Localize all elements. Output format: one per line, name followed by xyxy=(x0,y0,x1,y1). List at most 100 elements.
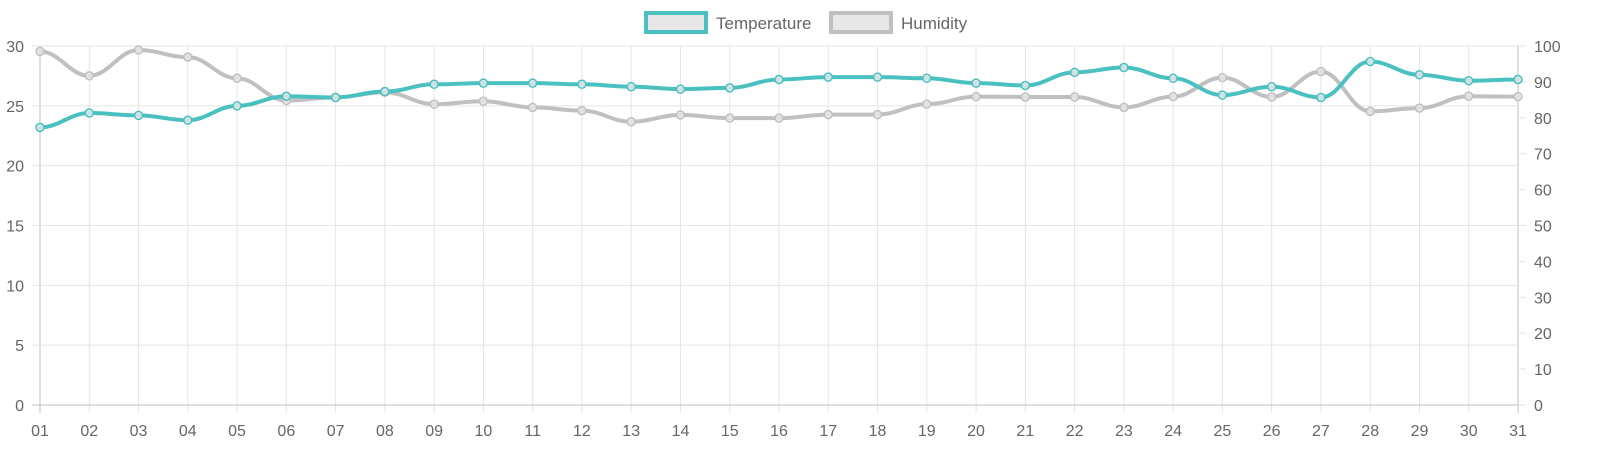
y-right-tick-label: 50 xyxy=(1534,219,1552,236)
x-tick-label: 26 xyxy=(1263,423,1281,440)
x-tick-label: 04 xyxy=(179,423,197,440)
temperature-point[interactable] xyxy=(1266,81,1277,92)
humidity-point[interactable] xyxy=(232,73,242,84)
temperature-point[interactable] xyxy=(1020,80,1031,91)
y-left-tick-label: 20 xyxy=(6,159,24,176)
humidity-point[interactable] xyxy=(1217,72,1228,83)
temperature-point[interactable] xyxy=(133,110,144,121)
humidity-point[interactable] xyxy=(971,91,981,102)
temperature-point[interactable] xyxy=(724,83,735,93)
y-right-tick-label: 20 xyxy=(1534,326,1552,343)
y-right-tick-label: 60 xyxy=(1534,183,1552,200)
temperature-point[interactable] xyxy=(330,92,341,103)
x-tick-label: 02 xyxy=(80,423,98,440)
humidity-point[interactable] xyxy=(1414,103,1425,113)
humidity-point[interactable] xyxy=(1266,92,1277,102)
x-tick-label: 21 xyxy=(1016,423,1034,440)
temperature-point[interactable] xyxy=(1217,90,1228,100)
humidity-point[interactable] xyxy=(133,45,144,55)
y-left-tick-label: 10 xyxy=(6,278,24,295)
temperature-point[interactable] xyxy=(1119,62,1129,73)
humidity-point[interactable] xyxy=(478,96,489,107)
humidity-point[interactable] xyxy=(922,99,932,109)
y-left-tick-label: 0 xyxy=(15,398,24,415)
y-left-tick-label: 30 xyxy=(6,39,24,56)
axes: 01 02 03 04 05 06 07 08 09 10 11 12 13 14 15 16 17 18 19 20… xyxy=(6,39,1561,440)
temperature-point[interactable] xyxy=(281,91,292,102)
temperature-point[interactable] xyxy=(1365,56,1375,67)
humidity-point[interactable] xyxy=(823,109,834,120)
x-tick-label: 18 xyxy=(869,423,887,440)
x-tick-label: 13 xyxy=(622,423,640,440)
humidity-point[interactable] xyxy=(774,113,784,123)
humidity-point[interactable] xyxy=(1463,91,1474,102)
y-right-tick-label: 0 xyxy=(1534,398,1543,415)
temperature-point[interactable] xyxy=(380,86,390,97)
x-tick-label: 06 xyxy=(277,423,295,440)
x-tick-label: 16 xyxy=(770,423,788,440)
y-left-tick-label: 25 xyxy=(6,99,24,116)
temperature-point[interactable] xyxy=(1069,67,1080,78)
temperature-point[interactable] xyxy=(626,81,636,92)
humidity-point[interactable] xyxy=(1119,102,1129,113)
y-left-tick-label: 5 xyxy=(15,338,24,355)
temperature-point[interactable] xyxy=(675,84,686,94)
humidity-point[interactable] xyxy=(577,105,587,116)
temperature-point[interactable] xyxy=(971,78,981,88)
humidity-point[interactable] xyxy=(626,116,636,127)
temperature-point[interactable] xyxy=(1513,74,1523,85)
x-tick-label: 27 xyxy=(1312,423,1330,440)
humidity-point[interactable] xyxy=(1316,66,1326,77)
humidity-point[interactable] xyxy=(1020,92,1031,102)
temperature-point[interactable] xyxy=(35,122,45,133)
humidity-point[interactable] xyxy=(1168,91,1178,102)
x-tick-label: 30 xyxy=(1460,423,1478,440)
temperature-point[interactable] xyxy=(577,79,587,90)
series xyxy=(35,45,1523,133)
x-tick-label: 05 xyxy=(228,423,246,440)
temperature-point[interactable] xyxy=(429,79,439,90)
x-tick-label: 03 xyxy=(130,423,148,440)
humidity-point[interactable] xyxy=(724,113,735,123)
legend-item-temperature[interactable]: Temperature xyxy=(644,11,811,34)
x-tick-label: 25 xyxy=(1214,423,1232,440)
humidity-point[interactable] xyxy=(675,110,686,120)
x-tick-label: 12 xyxy=(573,423,591,440)
temperature-point[interactable] xyxy=(823,72,834,82)
x-tick-label: 07 xyxy=(327,423,345,440)
legend-swatch-temperature xyxy=(644,11,708,34)
temperature-point[interactable] xyxy=(1463,75,1474,86)
temperature-point[interactable] xyxy=(478,78,489,88)
x-tick-label: 22 xyxy=(1066,423,1084,440)
humidity-point[interactable] xyxy=(1069,92,1080,102)
humidity-point[interactable] xyxy=(35,46,45,57)
temperature-point[interactable] xyxy=(922,73,932,84)
y-right-tick-label: 70 xyxy=(1534,147,1552,164)
x-tick-label: 08 xyxy=(376,423,394,440)
temperature-point[interactable] xyxy=(84,108,95,118)
x-tick-label: 23 xyxy=(1115,423,1133,440)
temperature-series xyxy=(35,56,1523,133)
humidity-point[interactable] xyxy=(1365,106,1375,117)
temperature-point[interactable] xyxy=(1316,92,1326,103)
legend: Temperature Humidity xyxy=(644,11,968,34)
humidity-point[interactable] xyxy=(84,71,95,81)
temperature-point[interactable] xyxy=(1168,73,1178,84)
temperature-point[interactable] xyxy=(183,115,193,125)
humidity-point[interactable] xyxy=(1513,91,1523,102)
temperature-point[interactable] xyxy=(232,101,242,111)
temperature-point[interactable] xyxy=(872,72,883,82)
humidity-point[interactable] xyxy=(429,99,439,109)
x-tick-label: 19 xyxy=(918,423,936,440)
humidity-point[interactable] xyxy=(527,102,538,113)
temperature-point[interactable] xyxy=(774,74,784,85)
temperature-point[interactable] xyxy=(1414,69,1425,80)
x-tick-label: 15 xyxy=(721,423,739,440)
temperature-point[interactable] xyxy=(527,78,538,88)
x-tick-label: 01 xyxy=(31,423,49,440)
humidity-point[interactable] xyxy=(183,52,193,62)
humidity-point[interactable] xyxy=(872,109,883,120)
legend-item-humidity[interactable]: Humidity xyxy=(829,11,968,34)
